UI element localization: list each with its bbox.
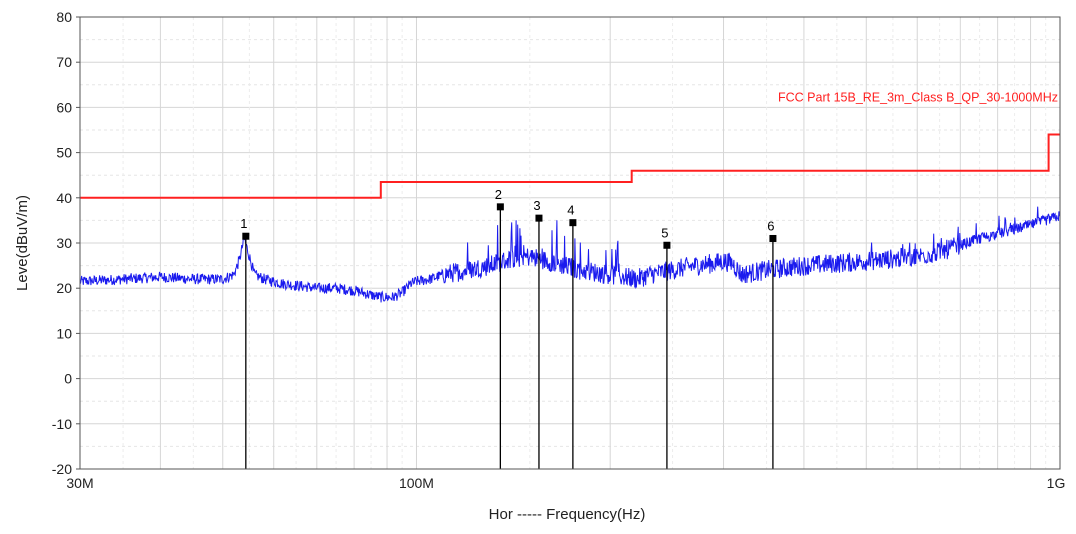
- marker-label: 1: [240, 216, 247, 231]
- y-tick-label: 30: [56, 235, 72, 251]
- marker-point: [535, 214, 543, 222]
- marker-point: [769, 234, 777, 242]
- y-tick-label: -10: [52, 416, 72, 432]
- peak-markers: 1 2 3 4 5 6: [240, 187, 777, 469]
- marker-label: 3: [533, 198, 540, 213]
- y-tick-label: 60: [56, 99, 72, 115]
- y-tick-label: 70: [56, 54, 72, 70]
- x-tick-labels: 30M 100M 1G: [66, 475, 1065, 491]
- x-tick-label: 100M: [399, 475, 434, 491]
- y-tick-label: 10: [56, 325, 72, 341]
- x-tick-label: 30M: [66, 475, 93, 491]
- x-tick-label: 1G: [1047, 475, 1066, 491]
- marker-point: [496, 203, 504, 211]
- limit-line-path: [80, 133, 1060, 199]
- y-tick-label: -20: [52, 461, 72, 477]
- marker-label: 6: [767, 218, 774, 233]
- y-tick-label: 20: [56, 280, 72, 296]
- marker-label: 4: [567, 203, 574, 218]
- y-tick-labels: 80 70 60 50 40 30 20 10 0 -10 -20: [52, 9, 80, 477]
- y-tick-label: 40: [56, 190, 72, 206]
- marker-label: 2: [495, 187, 502, 202]
- x-axis-label: Hor ----- Frequency(Hz): [489, 506, 646, 523]
- y-axis-label: Leve(dBuV/m): [14, 195, 31, 291]
- chart-grid: [79, 16, 1061, 470]
- marker-point: [242, 232, 250, 240]
- limit-line: [80, 133, 1060, 199]
- y-tick-label: 0: [64, 371, 72, 387]
- y-tick-label: 80: [56, 9, 72, 25]
- marker-label: 5: [661, 225, 668, 240]
- marker-point: [663, 241, 671, 249]
- marker-point: [569, 219, 577, 227]
- y-tick-label: 50: [56, 145, 72, 161]
- limit-line-label: FCC Part 15B_RE_3m_Class B_QP_30-1000MHz: [778, 91, 1058, 105]
